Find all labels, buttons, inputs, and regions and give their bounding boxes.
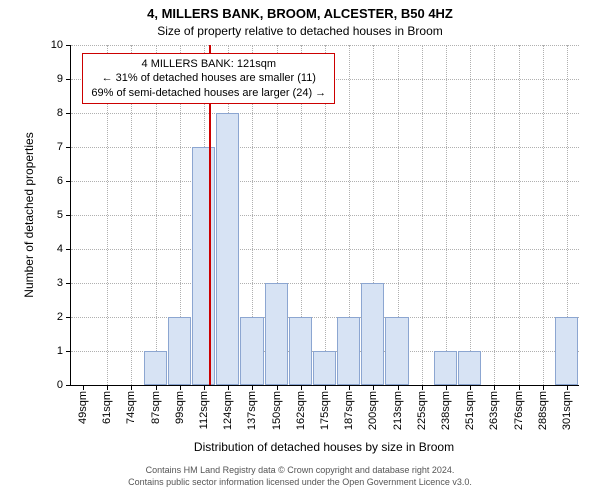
y-tick-label: 4 bbox=[57, 243, 71, 255]
grid-line-v bbox=[446, 45, 447, 385]
bar bbox=[265, 283, 288, 385]
grid-line-v bbox=[494, 45, 495, 385]
bar bbox=[361, 283, 384, 385]
y-tick-label: 10 bbox=[51, 39, 71, 51]
y-tick-label: 5 bbox=[57, 209, 71, 221]
x-tick-label: 251sqm bbox=[464, 385, 476, 430]
x-tick-label: 112sqm bbox=[198, 385, 210, 429]
grid-line-v bbox=[519, 45, 520, 385]
chart-title: 4, MILLERS BANK, BROOM, ALCESTER, B50 4H… bbox=[0, 6, 600, 21]
y-tick-label: 3 bbox=[57, 277, 71, 289]
x-tick-label: 263sqm bbox=[488, 385, 500, 430]
annotation-line-3: 69% of semi-detached houses are larger (… bbox=[91, 86, 326, 100]
grid-line-v bbox=[422, 45, 423, 385]
y-tick-label: 6 bbox=[57, 175, 71, 187]
bar bbox=[385, 317, 408, 385]
x-tick-label: 288sqm bbox=[537, 385, 549, 430]
x-tick-label: 213sqm bbox=[392, 385, 404, 430]
x-tick-label: 276sqm bbox=[513, 385, 525, 430]
footer-line-2: Contains public sector information licen… bbox=[0, 477, 600, 489]
y-tick-label: 8 bbox=[57, 107, 71, 119]
bar bbox=[458, 351, 481, 385]
x-tick-label: 225sqm bbox=[416, 385, 428, 430]
y-tick-label: 2 bbox=[57, 311, 71, 323]
bar bbox=[289, 317, 312, 385]
x-tick-label: 200sqm bbox=[367, 385, 379, 430]
bar bbox=[192, 147, 215, 385]
x-tick-label: 137sqm bbox=[246, 385, 258, 430]
x-tick-label: 301sqm bbox=[561, 385, 573, 430]
annotation-box: 4 MILLERS BANK: 121sqm← 31% of detached … bbox=[82, 53, 335, 104]
x-tick-label: 74sqm bbox=[125, 385, 137, 424]
chart-subtitle: Size of property relative to detached ho… bbox=[0, 24, 600, 38]
bar bbox=[313, 351, 336, 385]
x-tick-label: 150sqm bbox=[271, 385, 283, 430]
x-tick-label: 99sqm bbox=[174, 385, 186, 424]
bar bbox=[555, 317, 578, 385]
x-tick-label: 175sqm bbox=[319, 385, 331, 430]
x-tick-label: 61sqm bbox=[101, 385, 113, 424]
annotation-line-1: 4 MILLERS BANK: 121sqm bbox=[91, 57, 326, 71]
x-axis-label: Distribution of detached houses by size … bbox=[70, 440, 578, 454]
grid-line-v bbox=[470, 45, 471, 385]
footer-credits: Contains HM Land Registry data © Crown c… bbox=[0, 465, 600, 488]
bar bbox=[434, 351, 457, 385]
grid-line-v bbox=[543, 45, 544, 385]
x-tick-label: 124sqm bbox=[222, 385, 234, 430]
y-axis-label: Number of detached properties bbox=[22, 45, 36, 385]
chart-container: 4, MILLERS BANK, BROOM, ALCESTER, B50 4H… bbox=[0, 0, 600, 500]
annotation-line-2: ← 31% of detached houses are smaller (11… bbox=[91, 71, 326, 85]
y-tick-label: 7 bbox=[57, 141, 71, 153]
bar bbox=[144, 351, 167, 385]
x-tick-label: 238sqm bbox=[440, 385, 452, 430]
bar bbox=[337, 317, 360, 385]
x-tick-label: 187sqm bbox=[343, 385, 355, 430]
y-tick-label: 0 bbox=[57, 379, 71, 391]
x-tick-label: 87sqm bbox=[150, 385, 162, 424]
plot-area: 01234567891049sqm61sqm74sqm87sqm99sqm112… bbox=[70, 45, 579, 386]
bar bbox=[240, 317, 263, 385]
bar bbox=[216, 113, 239, 385]
y-tick-label: 9 bbox=[57, 73, 71, 85]
x-tick-label: 49sqm bbox=[77, 385, 89, 424]
footer-line-1: Contains HM Land Registry data © Crown c… bbox=[0, 465, 600, 477]
x-tick-label: 162sqm bbox=[295, 385, 307, 430]
y-tick-label: 1 bbox=[57, 345, 71, 357]
bar bbox=[168, 317, 191, 385]
